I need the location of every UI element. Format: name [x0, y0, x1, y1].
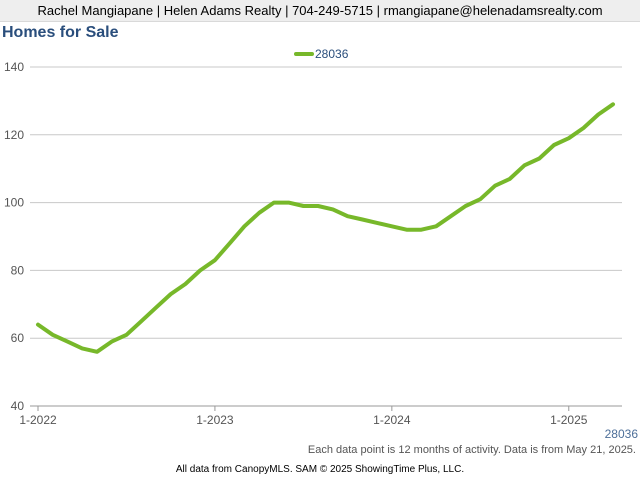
data-point	[332, 208, 334, 210]
y-tick-label: 40	[11, 399, 25, 413]
data-point	[140, 320, 142, 322]
y-tick-label: 100	[4, 196, 24, 210]
x-tick-label: 1-2024	[373, 413, 411, 427]
data-point	[125, 334, 127, 336]
data-point	[273, 202, 275, 204]
x-tick-label: 1-2023	[196, 413, 234, 427]
data-point	[465, 205, 467, 207]
data-point	[479, 198, 481, 200]
data-point	[612, 103, 614, 105]
data-point	[96, 351, 98, 353]
data-point	[450, 215, 452, 217]
data-point	[258, 212, 260, 214]
series-line-28036	[36, 102, 615, 354]
data-point	[494, 185, 496, 187]
data-point	[347, 215, 349, 217]
data-point	[229, 242, 231, 244]
data-point	[302, 205, 304, 207]
data-point	[199, 269, 201, 271]
data-point	[317, 205, 319, 207]
data-point	[597, 113, 599, 115]
data-point	[214, 259, 216, 261]
data-point	[376, 222, 378, 224]
contact-line: Rachel Mangiapane | Helen Adams Realty |…	[37, 3, 603, 18]
homes-for-sale-chart: 40 60 80 100 120 140 1-2022 1-2023 1-2024 1-2025 2…	[4, 47, 639, 441]
data-point	[170, 293, 172, 295]
data-point	[538, 158, 540, 160]
series-corner-label: 28036	[605, 427, 639, 441]
data-point	[583, 127, 585, 129]
y-tick-label: 60	[11, 331, 25, 345]
contact-header: Rachel Mangiapane | Helen Adams Realty |…	[0, 0, 640, 22]
data-point	[420, 229, 422, 231]
data-point	[81, 347, 83, 349]
data-point	[243, 225, 245, 227]
data-point	[52, 334, 54, 336]
x-tick-label: 1-2022	[19, 413, 57, 427]
data-point	[37, 324, 39, 326]
y-tick-label: 120	[4, 128, 24, 142]
data-footnote: Each data point is 12 months of activity…	[307, 444, 636, 456]
data-point	[509, 178, 511, 180]
data-point	[435, 225, 437, 227]
x-tick-label: 1-2025	[550, 413, 588, 427]
data-point	[568, 137, 570, 139]
data-point	[184, 283, 186, 285]
data-point	[155, 307, 157, 309]
data-point	[553, 144, 555, 146]
data-point	[66, 341, 68, 343]
data-point	[111, 341, 113, 343]
legend-label: 28036	[315, 47, 349, 61]
data-point	[361, 219, 363, 221]
data-point	[524, 164, 526, 166]
y-tick-label: 80	[11, 263, 25, 277]
data-point	[406, 229, 408, 231]
data-point	[288, 202, 290, 204]
data-point	[391, 225, 393, 227]
copyright-line: All data from CanopyMLS. SAM © 2025 Show…	[175, 464, 465, 475]
page-title: Homes for Sale	[2, 24, 119, 41]
y-tick-label: 140	[4, 60, 24, 74]
